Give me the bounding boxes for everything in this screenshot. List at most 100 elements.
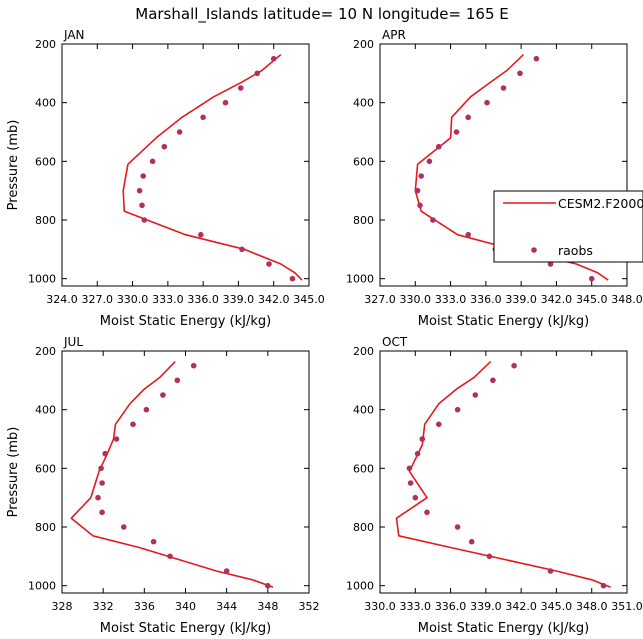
raobs-point [265, 582, 271, 589]
raobs-point [143, 406, 150, 413]
panel-oct: OCT 330.0 333.0 336.0 339.0 342.0 345.0 348.0 35… [346, 335, 643, 636]
y-tick-label: 400 [35, 97, 56, 110]
x-tick-label: 344 [216, 600, 237, 613]
x-tick-label: 342.0 [505, 600, 537, 613]
raobs-point [547, 261, 554, 267]
x-axis-label: Moist Static Energy (kJ/kg) [100, 314, 271, 329]
raobs-point [600, 582, 607, 589]
raobs-point [468, 538, 475, 545]
raobs-point [99, 509, 105, 516]
y-tick-label: 200 [35, 38, 56, 51]
raobs-point [407, 480, 414, 486]
raobs-point [490, 377, 496, 384]
y-tick-label: 600 [353, 155, 374, 168]
x-tick-label: 330.0 [364, 600, 396, 613]
raobs-point [436, 421, 442, 428]
y-tick-label: 800 [353, 521, 374, 534]
x-tick-label: 348.0 [611, 293, 643, 306]
raobs-point [500, 85, 507, 91]
raobs-point [150, 538, 157, 545]
raobs-point [465, 231, 472, 238]
raobs-point [426, 158, 433, 165]
model-profile-line [122, 53, 303, 281]
y-tick-label: 600 [35, 155, 56, 168]
raobs-point [198, 231, 204, 238]
raobs-point [98, 465, 104, 472]
raobs-point [414, 187, 421, 194]
y-axis-label: Pressure (mb) [6, 427, 21, 518]
raobs-point [95, 494, 101, 501]
x-tick-label: 348.0 [576, 600, 608, 613]
raobs-point [417, 202, 423, 209]
raobs-point [270, 55, 277, 62]
raobs-point [176, 129, 183, 135]
x-tick-label: 332 [93, 600, 114, 613]
y-tick-label: 1000 [346, 273, 374, 286]
x-tick-label: 348 [257, 600, 278, 613]
panel-jul: JUL 328 332 336 340 344 348 352 200 400 600 800 1000… [6, 335, 320, 636]
model-profile-line [70, 361, 274, 588]
plot-frame [379, 350, 628, 594]
plot-frame [61, 43, 310, 287]
raobs-point [222, 99, 229, 106]
panel-title: JAN [63, 28, 85, 42]
raobs-point [419, 436, 426, 442]
raobs-point [266, 261, 272, 267]
legend-obs-label: raobs [558, 243, 593, 258]
raobs-point [484, 99, 490, 106]
y-tick-label: 400 [35, 404, 56, 417]
y-tick-label: 800 [353, 214, 374, 227]
raobs-point [254, 70, 260, 77]
raobs-point [200, 114, 206, 121]
figure-title: Marshall_Islands latitude= 10 N longitud… [135, 5, 508, 24]
x-tick-label: 333.0 [400, 600, 432, 613]
x-axis-label: Moist Static Energy (kJ/kg) [418, 314, 589, 329]
x-tick-label: 324.0 [46, 293, 78, 306]
raobs-point [454, 406, 461, 413]
y-tick-label: 1000 [28, 580, 56, 593]
x-tick-label: 352 [299, 600, 320, 613]
raobs-point [139, 202, 145, 209]
x-tick-label: 339.0 [505, 293, 537, 306]
raobs-point [406, 465, 413, 472]
model-profile-line [395, 361, 611, 588]
y-tick-label: 1000 [28, 273, 56, 286]
x-tick-label: 351.0 [611, 600, 643, 613]
raobs-point [547, 568, 554, 574]
raobs-point [424, 509, 430, 516]
x-tick-label: 339.0 [470, 600, 502, 613]
x-tick-label: 345.0 [541, 600, 573, 613]
y-tick-label: 200 [35, 345, 56, 358]
x-tick-label: 330.0 [117, 293, 149, 306]
raobs-point [430, 217, 436, 223]
x-axis-label: Moist Static Energy (kJ/kg) [100, 621, 271, 636]
legend: CESM2.F2000climo raobs [493, 190, 643, 263]
x-tick-label: 336.0 [187, 293, 219, 306]
raobs-point [418, 173, 425, 179]
y-tick-label: 400 [353, 404, 374, 417]
raobs-point [238, 85, 244, 91]
raobs-point [113, 436, 120, 442]
raobs-point [465, 114, 472, 121]
panel-jan: JAN 324.0 327.0 330.0 333.0 336.0 339.0 342.0 34… [6, 28, 325, 329]
y-tick-label: 800 [35, 521, 56, 534]
raobs-point [130, 421, 136, 428]
raobs-point [414, 450, 421, 457]
y-tick-label: 600 [35, 462, 56, 475]
x-tick-label: 340 [175, 600, 196, 613]
x-tick-label: 336.0 [470, 293, 502, 306]
raobs-point [533, 55, 540, 62]
raobs-point [223, 568, 230, 574]
panel-title: OCT [382, 335, 408, 349]
plot-frame [379, 43, 628, 287]
raobs-point [511, 362, 517, 369]
x-tick-label: 330.0 [400, 293, 432, 306]
raobs-point [436, 143, 442, 150]
y-axis-label: Pressure (mb) [6, 120, 21, 211]
y-tick-label: 400 [353, 97, 374, 110]
panel-title: JUL [63, 335, 83, 349]
x-tick-label: 342.0 [541, 293, 573, 306]
raobs-point [517, 70, 523, 77]
raobs-point [149, 158, 156, 165]
